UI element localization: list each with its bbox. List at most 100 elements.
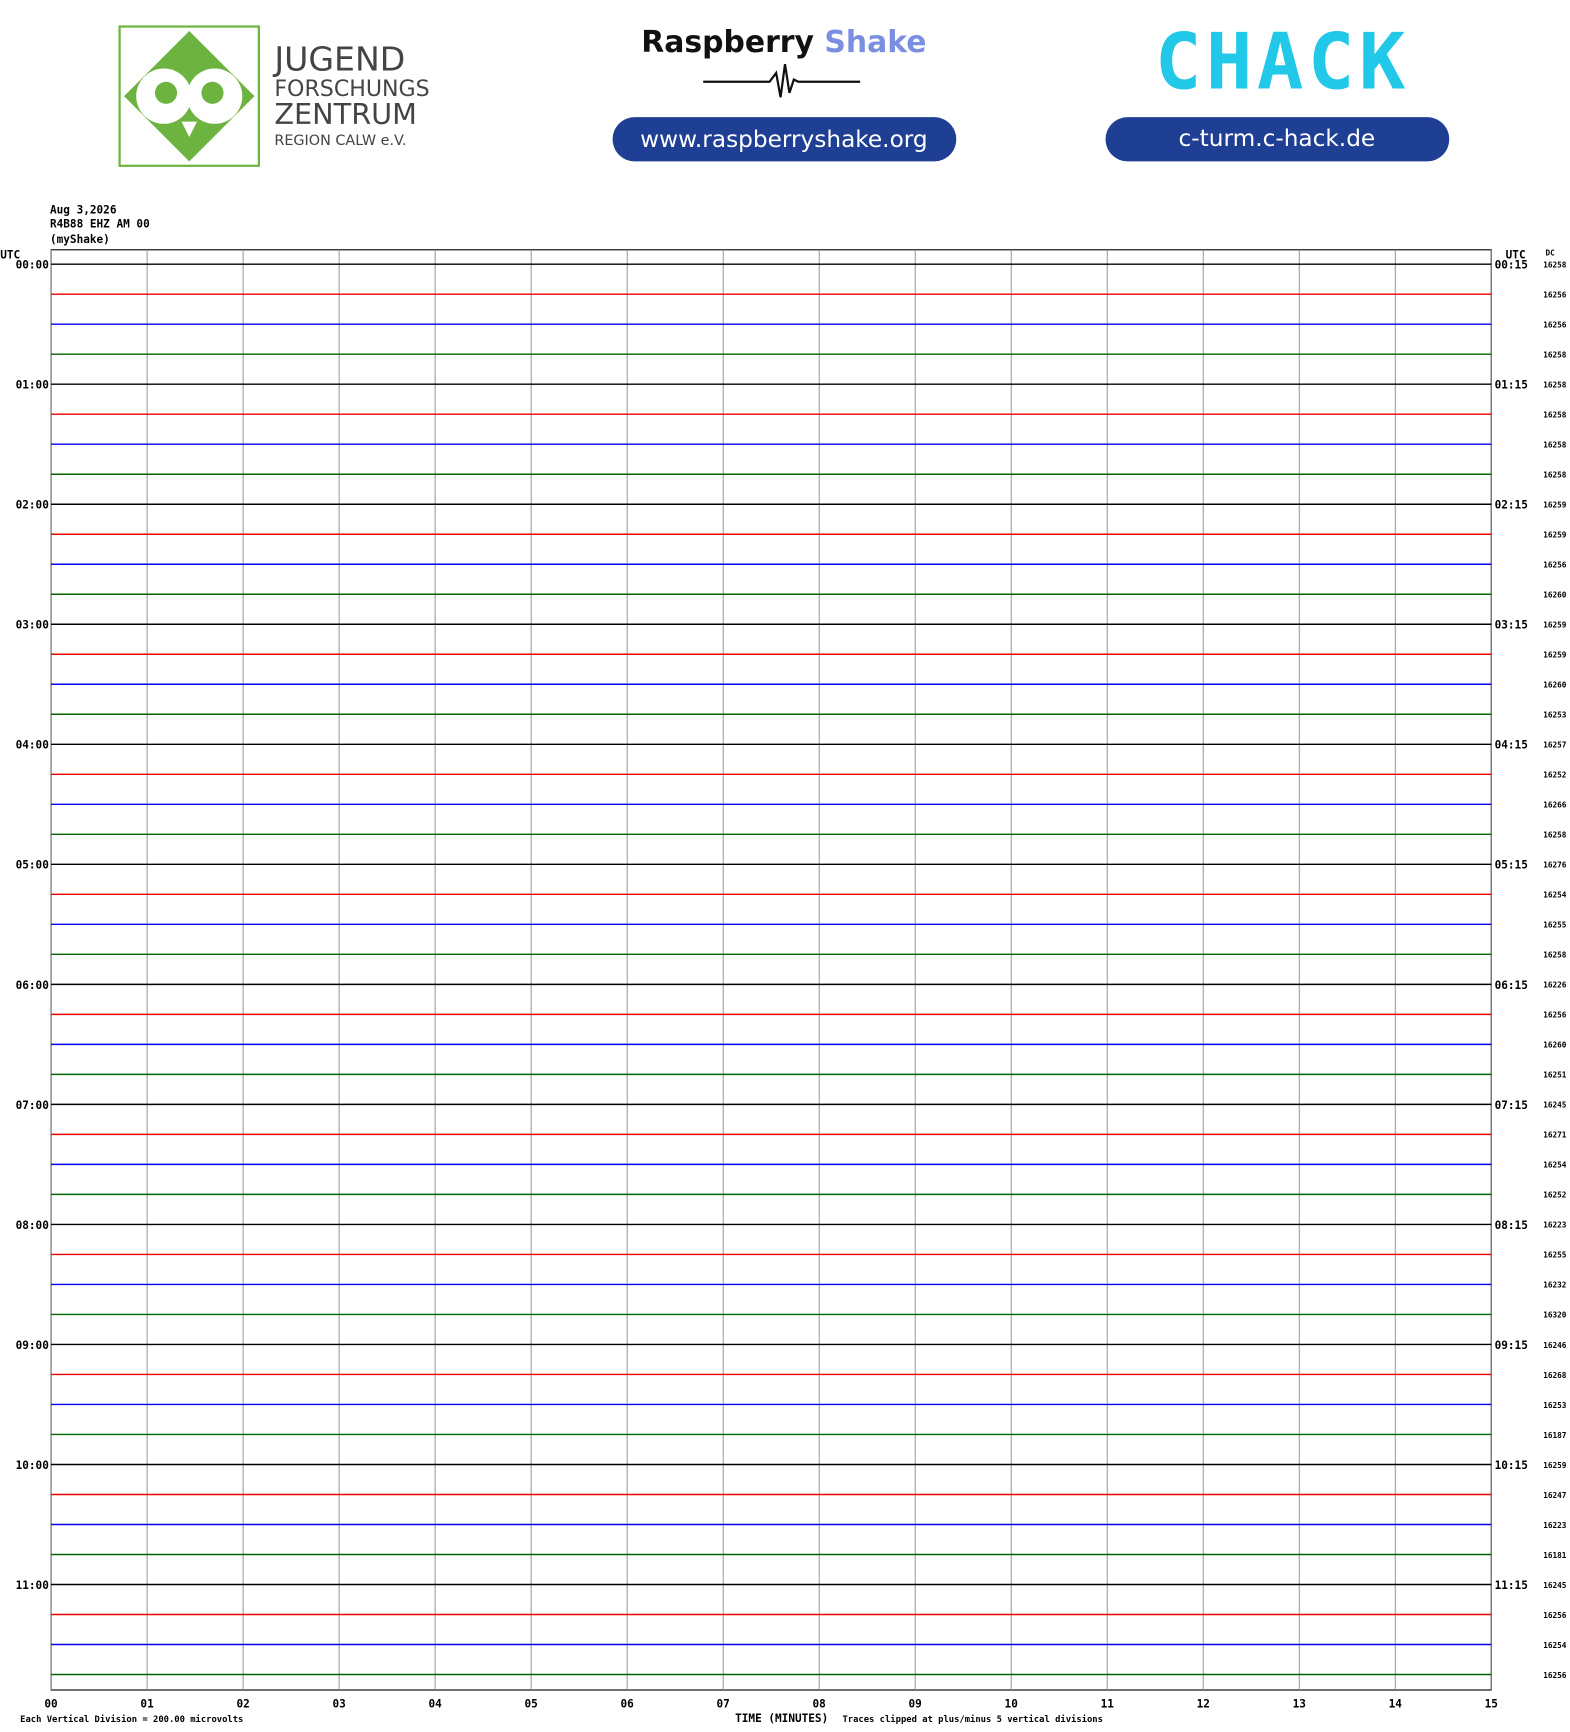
- dc-value: 16187: [1543, 1431, 1567, 1440]
- dc-value: 16258: [1543, 351, 1567, 360]
- row-start-label: 02:00: [16, 499, 49, 512]
- x-tick-label: 01: [140, 1698, 154, 1711]
- x-tick-label: 06: [621, 1698, 635, 1711]
- dc-value: 16259: [1543, 501, 1567, 510]
- x-title: TIME (MINUTES): [735, 1712, 828, 1725]
- dc-value: 16247: [1543, 1491, 1567, 1500]
- dc-value: 16256: [1543, 561, 1567, 570]
- x-tick-label: 11: [1101, 1698, 1115, 1711]
- row-start-label: 10:00: [16, 1459, 49, 1472]
- org-line: REGION CALW e.V.: [274, 133, 406, 149]
- row-start-label: 07:00: [16, 1099, 49, 1112]
- row-end-label: 09:15: [1495, 1339, 1528, 1352]
- dc-value: 16260: [1543, 681, 1567, 690]
- dc-value: 16251: [1543, 1071, 1567, 1080]
- row-start-label: 03:00: [16, 619, 49, 632]
- plot-frame: [50, 249, 1492, 1691]
- dc-value: 16259: [1543, 621, 1567, 630]
- row-start-label: 00:00: [16, 259, 49, 272]
- row-start-label: 09:00: [16, 1339, 49, 1352]
- scale-note: Each Vertical Division = 200.00 microvol…: [20, 1714, 243, 1725]
- brand-1: Raspberry: [641, 25, 814, 60]
- row-end-label: 05:15: [1495, 859, 1528, 872]
- x-tick-label: 13: [1293, 1698, 1306, 1711]
- dc-value: 16253: [1543, 711, 1567, 720]
- x-tick-label: 04: [428, 1698, 442, 1711]
- dc-value: 16259: [1543, 531, 1567, 540]
- url[interactable]: www.raspberryshake.org: [640, 126, 928, 153]
- row-end-label: 06:15: [1495, 979, 1528, 992]
- row-end-label: 11:15: [1495, 1579, 1528, 1592]
- x-tick-label: 07: [717, 1698, 730, 1711]
- dc-value: 16232: [1543, 1281, 1566, 1290]
- row-end-label: 03:15: [1495, 619, 1528, 632]
- dc-value: 16245: [1543, 1101, 1567, 1110]
- url[interactable]: c-turm.c-hack.de: [1179, 125, 1376, 152]
- dc-value: 16246: [1543, 1341, 1567, 1350]
- brand-2: Shake: [824, 25, 926, 60]
- utc-label: UTC: [0, 249, 20, 262]
- dc-value: 16245: [1543, 1581, 1567, 1590]
- dc-value: 16320: [1543, 1311, 1567, 1320]
- utc-label: UTC: [1506, 249, 1526, 262]
- dc-value: 16252: [1543, 771, 1566, 780]
- row-start-label: 01:00: [16, 379, 49, 392]
- dc-value: 16254: [1543, 1161, 1567, 1170]
- x-tick-label: 02: [236, 1698, 249, 1711]
- source: (myShake): [50, 233, 110, 246]
- row-start-label: 04:00: [16, 739, 49, 752]
- station: R4B88 EHZ AM 00: [50, 218, 150, 231]
- dc-value: 16256: [1543, 290, 1567, 299]
- dc-value: 16252: [1543, 1191, 1566, 1200]
- dc-value: 16254: [1543, 891, 1567, 900]
- x-tick-label: 10: [1005, 1698, 1018, 1711]
- row-start-label: 06:00: [16, 979, 49, 992]
- x-tick-label: 03: [332, 1698, 345, 1711]
- dc-value: 16223: [1543, 1221, 1567, 1230]
- dc-value: 16266: [1543, 801, 1567, 810]
- row-end-label: 10:15: [1495, 1459, 1528, 1472]
- dc-value: 16255: [1543, 921, 1567, 930]
- x-tick-label: 09: [909, 1698, 922, 1711]
- dc-value: 16259: [1543, 1461, 1567, 1470]
- dc-value: 16181: [1543, 1551, 1567, 1560]
- row-start-label: 08:00: [16, 1219, 49, 1232]
- x-tick-label: 15: [1485, 1698, 1498, 1711]
- dc-value: 16256: [1543, 1671, 1567, 1680]
- row-start-label: 05:00: [16, 859, 49, 872]
- dc-value: 16258: [1543, 441, 1567, 450]
- x-tick-label: 00: [44, 1698, 57, 1711]
- dc-value: 16260: [1543, 1041, 1567, 1050]
- row-end-label: 08:15: [1495, 1219, 1528, 1232]
- x-tick-label: 08: [813, 1698, 826, 1711]
- wave-icon: [703, 63, 861, 98]
- dc-value: 16253: [1543, 1401, 1567, 1410]
- dc-value: 16256: [1543, 1011, 1567, 1020]
- row-end-label: 02:15: [1495, 499, 1528, 512]
- x-tick-label: 12: [1197, 1698, 1210, 1711]
- brand: Raspberry Shake: [641, 25, 926, 60]
- dc-value: 16258: [1543, 951, 1567, 960]
- chack-logo: CHACK: [1155, 17, 1410, 107]
- owl-logo: [118, 25, 260, 167]
- row-end-label: 07:15: [1495, 1099, 1528, 1112]
- date: Aug 3,2026: [50, 203, 117, 216]
- dc-value: 16258: [1543, 260, 1567, 269]
- dc-value: 16258: [1543, 831, 1567, 840]
- dc-value: 16255: [1543, 1251, 1567, 1260]
- dc-value: 16257: [1543, 741, 1567, 750]
- row-start-label: 11:00: [16, 1579, 49, 1592]
- row-end-label: 00:15: [1495, 259, 1528, 272]
- org-line: ZENTRUM: [274, 97, 417, 131]
- dc-value: 16268: [1543, 1371, 1567, 1380]
- dc-value: 16259: [1543, 651, 1567, 660]
- org-line: FORSCHUNGS: [274, 76, 429, 102]
- dc-value: 16254: [1543, 1641, 1567, 1650]
- dc-value: 16271: [1543, 1131, 1567, 1140]
- dc-value: 16276: [1543, 861, 1567, 870]
- dc-value: 16226: [1543, 981, 1567, 990]
- dc-value: 16258: [1543, 381, 1567, 390]
- x-tick-label: 14: [1389, 1698, 1403, 1711]
- url-pill: [1105, 117, 1450, 162]
